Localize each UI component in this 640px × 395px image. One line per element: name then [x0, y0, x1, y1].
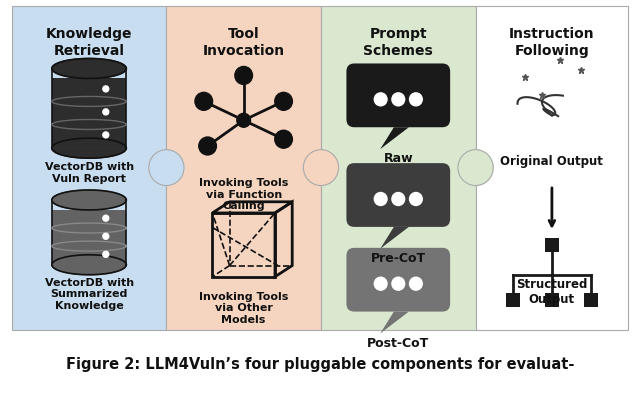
- Circle shape: [195, 92, 212, 110]
- Circle shape: [410, 277, 422, 290]
- Circle shape: [410, 192, 422, 205]
- Circle shape: [374, 192, 387, 205]
- Polygon shape: [52, 190, 126, 210]
- Text: Prompt
Schemes: Prompt Schemes: [364, 27, 433, 58]
- Polygon shape: [52, 265, 126, 275]
- Text: Knowledge
Retrieval: Knowledge Retrieval: [46, 27, 132, 58]
- Bar: [545, 293, 559, 307]
- Text: Pre-CoT: Pre-CoT: [371, 252, 426, 265]
- Text: VectorDB with
Vuln Report: VectorDB with Vuln Report: [45, 162, 134, 184]
- Circle shape: [235, 66, 253, 85]
- Circle shape: [374, 93, 387, 106]
- FancyBboxPatch shape: [346, 248, 450, 312]
- Bar: [506, 293, 520, 307]
- Circle shape: [275, 130, 292, 148]
- Bar: [321, 6, 476, 329]
- Polygon shape: [380, 127, 409, 149]
- Circle shape: [103, 251, 109, 257]
- Text: Post-CoT: Post-CoT: [367, 337, 429, 350]
- Bar: [476, 6, 628, 329]
- Circle shape: [374, 277, 387, 290]
- Circle shape: [103, 215, 109, 221]
- Circle shape: [458, 150, 493, 186]
- Circle shape: [303, 150, 339, 186]
- FancyBboxPatch shape: [346, 163, 450, 227]
- Circle shape: [392, 93, 404, 106]
- Circle shape: [148, 150, 184, 186]
- Circle shape: [237, 113, 250, 127]
- Circle shape: [410, 93, 422, 106]
- FancyBboxPatch shape: [346, 64, 450, 127]
- Bar: [52, 210, 126, 265]
- Bar: [545, 238, 559, 252]
- Circle shape: [392, 192, 404, 205]
- Bar: [584, 293, 598, 307]
- Circle shape: [392, 277, 404, 290]
- Circle shape: [199, 137, 216, 155]
- Bar: [52, 79, 126, 148]
- Circle shape: [103, 132, 109, 138]
- Text: Raw: Raw: [383, 152, 413, 165]
- Bar: [166, 6, 321, 329]
- Polygon shape: [52, 148, 126, 158]
- Text: Original Output: Original Output: [500, 155, 604, 168]
- Polygon shape: [52, 58, 126, 79]
- Bar: [12, 6, 166, 329]
- Text: Invoking Tools
via Other
Models: Invoking Tools via Other Models: [199, 292, 289, 325]
- Polygon shape: [380, 227, 409, 249]
- Polygon shape: [380, 312, 409, 333]
- Circle shape: [275, 92, 292, 110]
- Text: Invoking Tools
via Function
Calling: Invoking Tools via Function Calling: [199, 178, 289, 211]
- Text: Tool
Invocation: Tool Invocation: [203, 27, 285, 58]
- Text: Figure 2: LLM4Vuln’s four pluggable components for evaluat-: Figure 2: LLM4Vuln’s four pluggable comp…: [66, 357, 574, 372]
- Circle shape: [103, 233, 109, 239]
- Circle shape: [103, 109, 109, 115]
- Text: VectorDB with
Summarized
Knowledge: VectorDB with Summarized Knowledge: [45, 278, 134, 311]
- Text: Instruction
Following: Instruction Following: [509, 27, 595, 58]
- Circle shape: [103, 86, 109, 92]
- Text: Structured
Output: Structured Output: [516, 278, 588, 306]
